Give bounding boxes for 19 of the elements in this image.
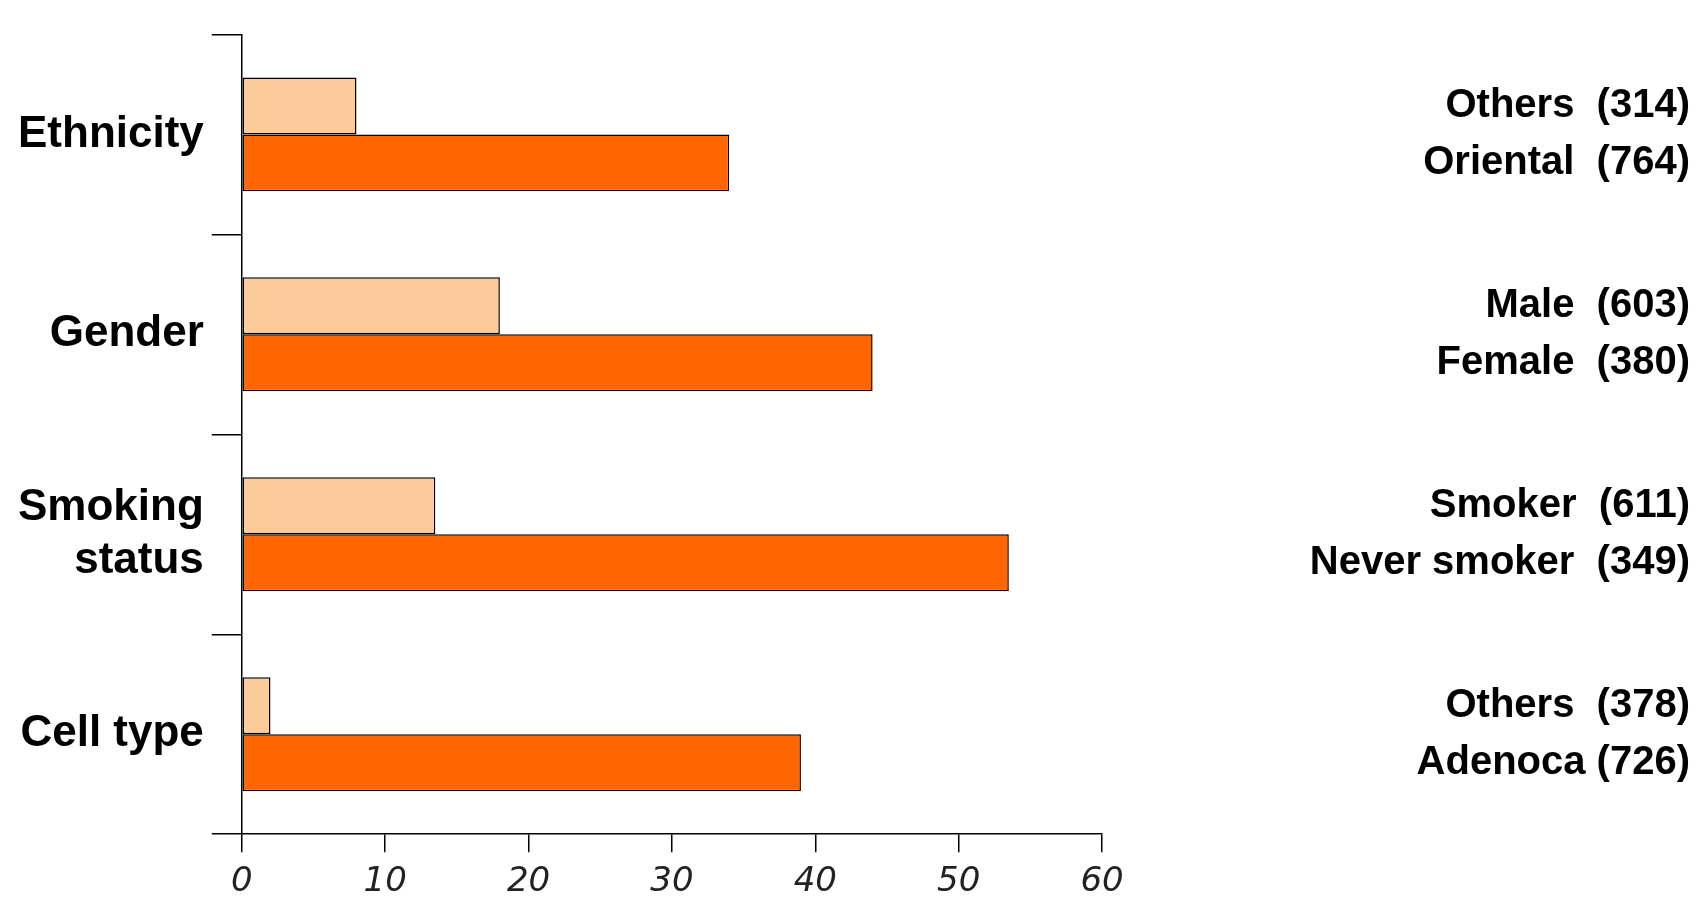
- text: Adenoca (726): [1416, 737, 1690, 782]
- x-tick-label: 20: [506, 859, 551, 900]
- x-tick-label: 60: [1080, 859, 1124, 900]
- y-tick-label: Gender: [49, 306, 204, 356]
- x-tick-label: 40: [793, 859, 837, 900]
- text: Oriental (764): [1423, 137, 1690, 182]
- x-tick-label: 30: [650, 859, 694, 900]
- text: Smoker (611): [1429, 480, 1690, 525]
- text: Female (380): [1436, 337, 1690, 382]
- text: Others (314): [1445, 80, 1690, 125]
- text: Others (378): [1445, 680, 1690, 725]
- text: Male (603): [1485, 280, 1690, 325]
- x-tick-label: 0: [230, 859, 253, 900]
- y-tick-label: Ethnicity: [18, 106, 205, 156]
- x-tick-label: 50: [937, 859, 981, 900]
- text: Never smoker (349): [1309, 537, 1690, 582]
- x-tick-label: 10: [363, 859, 407, 900]
- y-tick-label: Cell type: [20, 706, 204, 756]
- y-tick-label: Smoking status: [18, 480, 204, 582]
